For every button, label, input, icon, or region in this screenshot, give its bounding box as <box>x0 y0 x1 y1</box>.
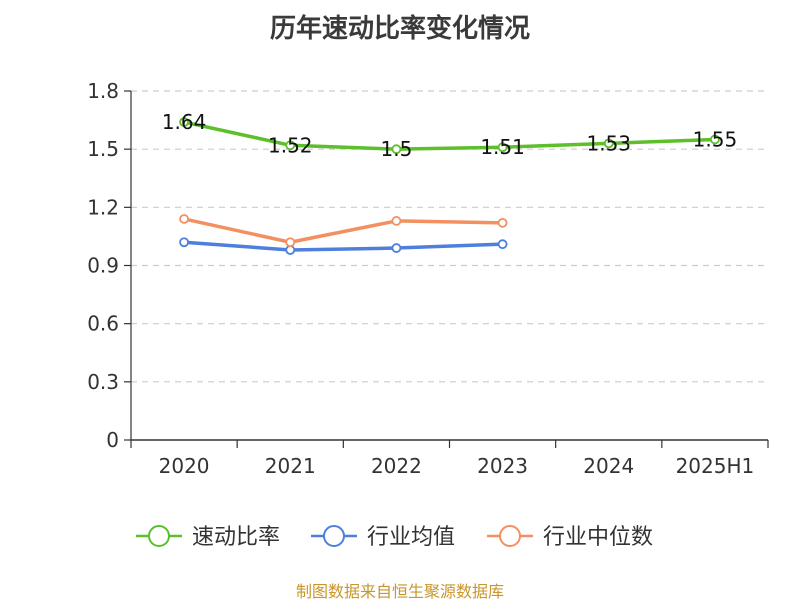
axes: 0 0.3 0.6 0.9 1.2 1.5 1.8 2020 2021 2022 2023 2024 2… <box>87 79 769 478</box>
data-point <box>497 142 508 153</box>
data-label: 1.64 <box>162 110 207 134</box>
data-point <box>179 117 189 127</box>
data-label: 1.52 <box>268 133 313 157</box>
x-tick-label: 2025H1 <box>676 454 755 478</box>
series-lines <box>179 117 720 255</box>
series-line <box>183 240 503 252</box>
x-tick-label: 2021 <box>265 454 316 478</box>
y-tick-label: 0.9 <box>87 254 119 278</box>
legend-marker <box>499 525 521 547</box>
data-point <box>285 237 296 248</box>
data-labels: 1.64 1.52 1.5 1.51 1.53 1.55 <box>162 110 737 161</box>
data-point <box>179 237 189 248</box>
data-point <box>497 217 508 228</box>
data-point <box>285 245 296 255</box>
legend-marker <box>323 525 345 547</box>
data-point <box>710 134 720 145</box>
y-tick-label: 1.8 <box>87 79 119 103</box>
legend-label: 速动比率 <box>192 525 280 550</box>
data-label: 1.55 <box>693 127 738 151</box>
y-tick-label: 0 <box>106 428 119 452</box>
data-label: 1.5 <box>381 137 413 161</box>
grid-lines <box>131 90 768 383</box>
data-point <box>391 216 402 226</box>
chart-title: 历年速动比率变化情况 <box>269 14 530 44</box>
y-tick-label: 1.5 <box>87 137 119 161</box>
y-tick-label: 1.2 <box>87 195 119 219</box>
data-point <box>497 239 508 250</box>
legend-label: 行业中位数 <box>543 525 653 550</box>
data-point <box>285 140 296 151</box>
data-point <box>603 138 614 149</box>
x-tick-label: 2020 <box>159 454 210 478</box>
x-tick-label: 2023 <box>477 454 528 478</box>
data-label: 1.51 <box>480 135 525 159</box>
series-line <box>183 120 715 151</box>
series-line <box>183 217 503 244</box>
y-tick-label: 0.6 <box>87 312 119 336</box>
source-footer: 制图数据来自恒生聚源数据库 <box>295 582 504 601</box>
x-tick-label: 2024 <box>583 454 634 478</box>
legend: 速动比率 行业均值 行业中位数 <box>136 525 653 550</box>
data-point <box>391 243 402 253</box>
data-label: 1.53 <box>586 131 631 155</box>
data-point <box>391 144 402 155</box>
data-point <box>179 214 189 224</box>
legend-label: 行业均值 <box>367 525 455 550</box>
x-tick-label: 2022 <box>371 454 422 478</box>
y-tick-label: 0.3 <box>87 370 119 394</box>
legend-marker <box>148 525 170 547</box>
